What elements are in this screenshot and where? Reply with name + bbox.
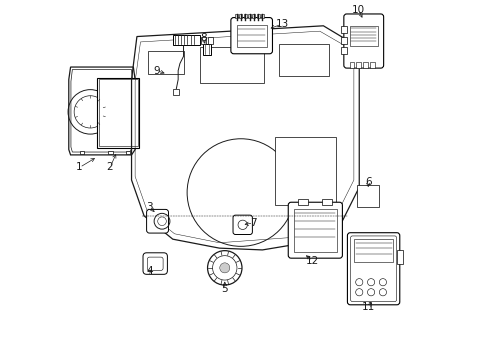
Bar <box>293 210 336 252</box>
Bar <box>244 14 246 18</box>
Bar <box>396 250 403 264</box>
Bar <box>207 37 212 44</box>
Bar <box>341 47 346 54</box>
FancyBboxPatch shape <box>147 257 163 270</box>
Bar <box>353 239 392 262</box>
Text: 4: 4 <box>146 266 152 276</box>
Bar <box>99 79 137 146</box>
Text: 11: 11 <box>361 302 374 312</box>
FancyBboxPatch shape <box>142 253 167 274</box>
Text: 7: 7 <box>250 218 256 228</box>
FancyBboxPatch shape <box>233 215 252 234</box>
Text: 8: 8 <box>200 33 206 43</box>
Bar <box>97 103 115 111</box>
Bar <box>274 137 335 205</box>
Bar <box>349 26 377 45</box>
Text: 3: 3 <box>146 202 152 212</box>
Bar <box>236 25 266 47</box>
Text: 1: 1 <box>76 162 82 172</box>
Bar <box>201 37 206 44</box>
FancyBboxPatch shape <box>146 210 168 233</box>
Text: 13: 13 <box>275 19 288 29</box>
Bar <box>252 14 255 18</box>
Bar <box>363 62 367 68</box>
Bar <box>202 44 211 55</box>
Circle shape <box>365 193 370 199</box>
Bar <box>97 78 139 148</box>
FancyBboxPatch shape <box>287 202 342 258</box>
Text: 10: 10 <box>351 5 365 15</box>
Text: 2: 2 <box>106 162 113 172</box>
Bar <box>349 62 353 68</box>
FancyBboxPatch shape <box>346 233 399 305</box>
Bar <box>235 14 238 18</box>
Text: 6: 6 <box>364 177 371 187</box>
Bar <box>80 150 83 154</box>
Bar <box>369 62 374 68</box>
Bar <box>261 14 264 18</box>
Bar <box>108 150 112 154</box>
FancyBboxPatch shape <box>230 18 272 54</box>
Bar <box>172 35 199 45</box>
Bar <box>357 185 378 207</box>
Bar <box>356 62 360 68</box>
Text: 9: 9 <box>153 66 160 76</box>
FancyBboxPatch shape <box>343 14 383 68</box>
Bar <box>126 150 130 154</box>
Bar <box>147 51 183 74</box>
Bar <box>247 14 250 18</box>
Bar <box>341 26 346 33</box>
Bar <box>321 199 331 205</box>
Bar <box>278 44 328 76</box>
Bar <box>173 89 178 95</box>
Bar <box>298 199 308 205</box>
Text: 5: 5 <box>221 284 227 294</box>
Bar <box>239 14 242 18</box>
Text: 12: 12 <box>305 256 319 266</box>
Bar <box>341 37 346 44</box>
Bar <box>199 47 264 83</box>
FancyBboxPatch shape <box>350 236 396 302</box>
Bar <box>256 14 259 18</box>
Circle shape <box>219 263 229 273</box>
